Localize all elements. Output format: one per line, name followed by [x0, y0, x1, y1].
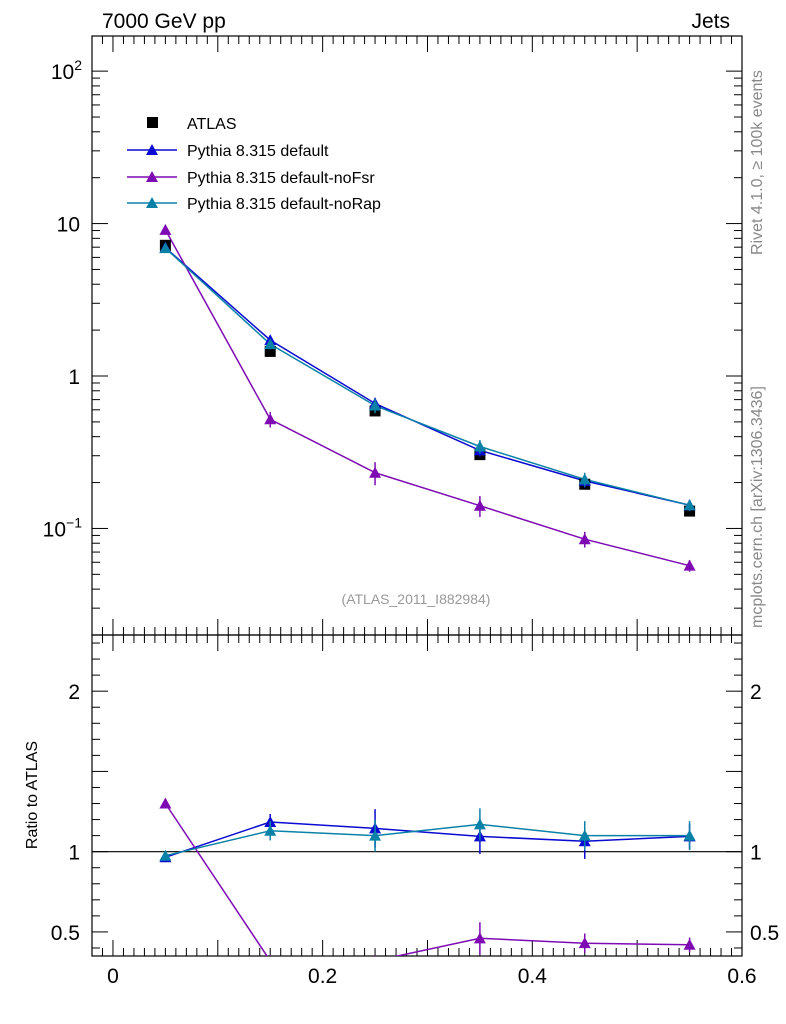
ratio-y-tick-label-left: 0.5	[51, 922, 80, 945]
ratio-y-tick-label-left: 1	[68, 842, 80, 865]
ratio-y-tick-labels: 2 2 1 1 0.5 0.5	[51, 681, 779, 945]
legend-entry-nofsr: Pythia 8.315 default-noFsr	[127, 170, 375, 187]
main-series	[159, 223, 696, 572]
rivet-version-label: Rivet 4.1.0, ≥ 100k events	[749, 70, 766, 255]
main-axis-ticks	[91, 36, 743, 636]
data-point-noRap	[264, 338, 277, 350]
data-point-noRap	[159, 242, 172, 254]
legend-marker-norap	[146, 197, 158, 208]
main-y-tick-label: 102	[51, 57, 82, 84]
x-tick-labels: 0 0.2 0.4 0.6	[107, 965, 756, 988]
ratio-panel: 2 2 1 1 0.5 0.5 0 0.2 0.4 0.6 Ratio to ATLAS	[24, 634, 779, 988]
ratio-point-noFsr	[683, 938, 696, 950]
tick-exponent: 2	[74, 57, 82, 73]
ratio-point-noRap	[159, 849, 172, 861]
ratio-point-noFsr	[269, 954, 271, 956]
data-point-noFsr	[473, 499, 486, 511]
x-tick-label: 0.6	[727, 965, 756, 988]
legend-label-nofsr: Pythia 8.315 default-noFsr	[187, 170, 375, 187]
legend-marker-default	[146, 144, 158, 155]
series-line-noFsr	[164, 229, 690, 567]
data-point-noRap	[473, 440, 486, 452]
ratio-point-noFsr	[374, 954, 376, 956]
mcplots-reference-label: mcplots.cern.ch [arXiv:1306.3436]	[749, 386, 766, 628]
ratio-point-noRap	[683, 829, 696, 841]
legend-entry-norap: Pythia 8.315 default-noRap	[127, 196, 381, 213]
ratio-point-noRap	[369, 829, 382, 841]
tick-exponent: −1	[66, 514, 82, 530]
ratio-y-tick-label-right: 2	[750, 681, 762, 704]
ratio-y-axis-label: Ratio to ATLAS	[24, 741, 41, 849]
legend-marker-nofsr	[146, 171, 158, 182]
data-point-noFsr	[683, 559, 696, 571]
data-point-noFsr	[264, 413, 277, 425]
x-tick-label: 0.2	[308, 965, 337, 988]
ratio-point-noRap	[578, 829, 591, 841]
main-y-tick-label: 1	[68, 366, 80, 389]
legend-label-atlas: ATLAS	[187, 116, 237, 133]
main-y-tick-label: 10	[57, 214, 80, 237]
tick-base: 10	[43, 518, 66, 541]
tick-base: 10	[51, 61, 74, 84]
main-y-tick-label: 10−1	[43, 514, 83, 541]
data-point-noFsr	[369, 466, 382, 478]
data-point-noRap	[683, 499, 696, 511]
legend-label-default: Pythia 8.315 default	[187, 143, 329, 160]
header-energy-label: 7000 GeV pp	[102, 10, 226, 33]
data-point-noFsr	[578, 533, 591, 545]
x-tick-label: 0	[107, 965, 119, 988]
header-process-label: Jets	[691, 10, 730, 33]
data-point-noFsr	[159, 223, 172, 235]
ratio-y-tick-label-right: 0.5	[750, 922, 779, 945]
ratio-line-noFsr	[164, 803, 690, 956]
ratio-point-noFsr	[578, 937, 591, 949]
legend-entry-default: Pythia 8.315 default	[127, 143, 329, 160]
ratio-point-noFsr	[159, 797, 172, 809]
legend-label-norap: Pythia 8.315 default-noRap	[187, 196, 381, 213]
ratio-line-default	[165, 821, 690, 859]
x-tick-label: 0.4	[518, 965, 548, 988]
series-line-default	[164, 247, 690, 506]
ratio-frame	[91, 634, 743, 957]
series-line-noRap	[164, 247, 690, 506]
ratio-y-tick-label-right: 1	[750, 842, 762, 865]
analysis-id-label: (ATLAS_2011_I882984)	[342, 591, 491, 607]
ratio-point-noRap	[473, 818, 486, 830]
data-point-noRap	[578, 473, 591, 485]
ratio-point-noFsr	[473, 932, 486, 944]
ratio-axis-ticks	[91, 635, 743, 956]
ratio-line-noRap	[165, 823, 690, 857]
data-point-atlas	[264, 345, 276, 357]
legend: ATLAS Pythia 8.315 default Pythia 8.315 …	[127, 116, 381, 213]
legend-marker-atlas	[147, 117, 158, 128]
ratio-y-tick-label-left: 2	[68, 681, 80, 704]
legend-entry-atlas: ATLAS	[147, 116, 237, 133]
ratio-series	[159, 797, 696, 956]
data-point-noRap	[369, 399, 382, 411]
ratio-point-noRap	[264, 824, 277, 836]
